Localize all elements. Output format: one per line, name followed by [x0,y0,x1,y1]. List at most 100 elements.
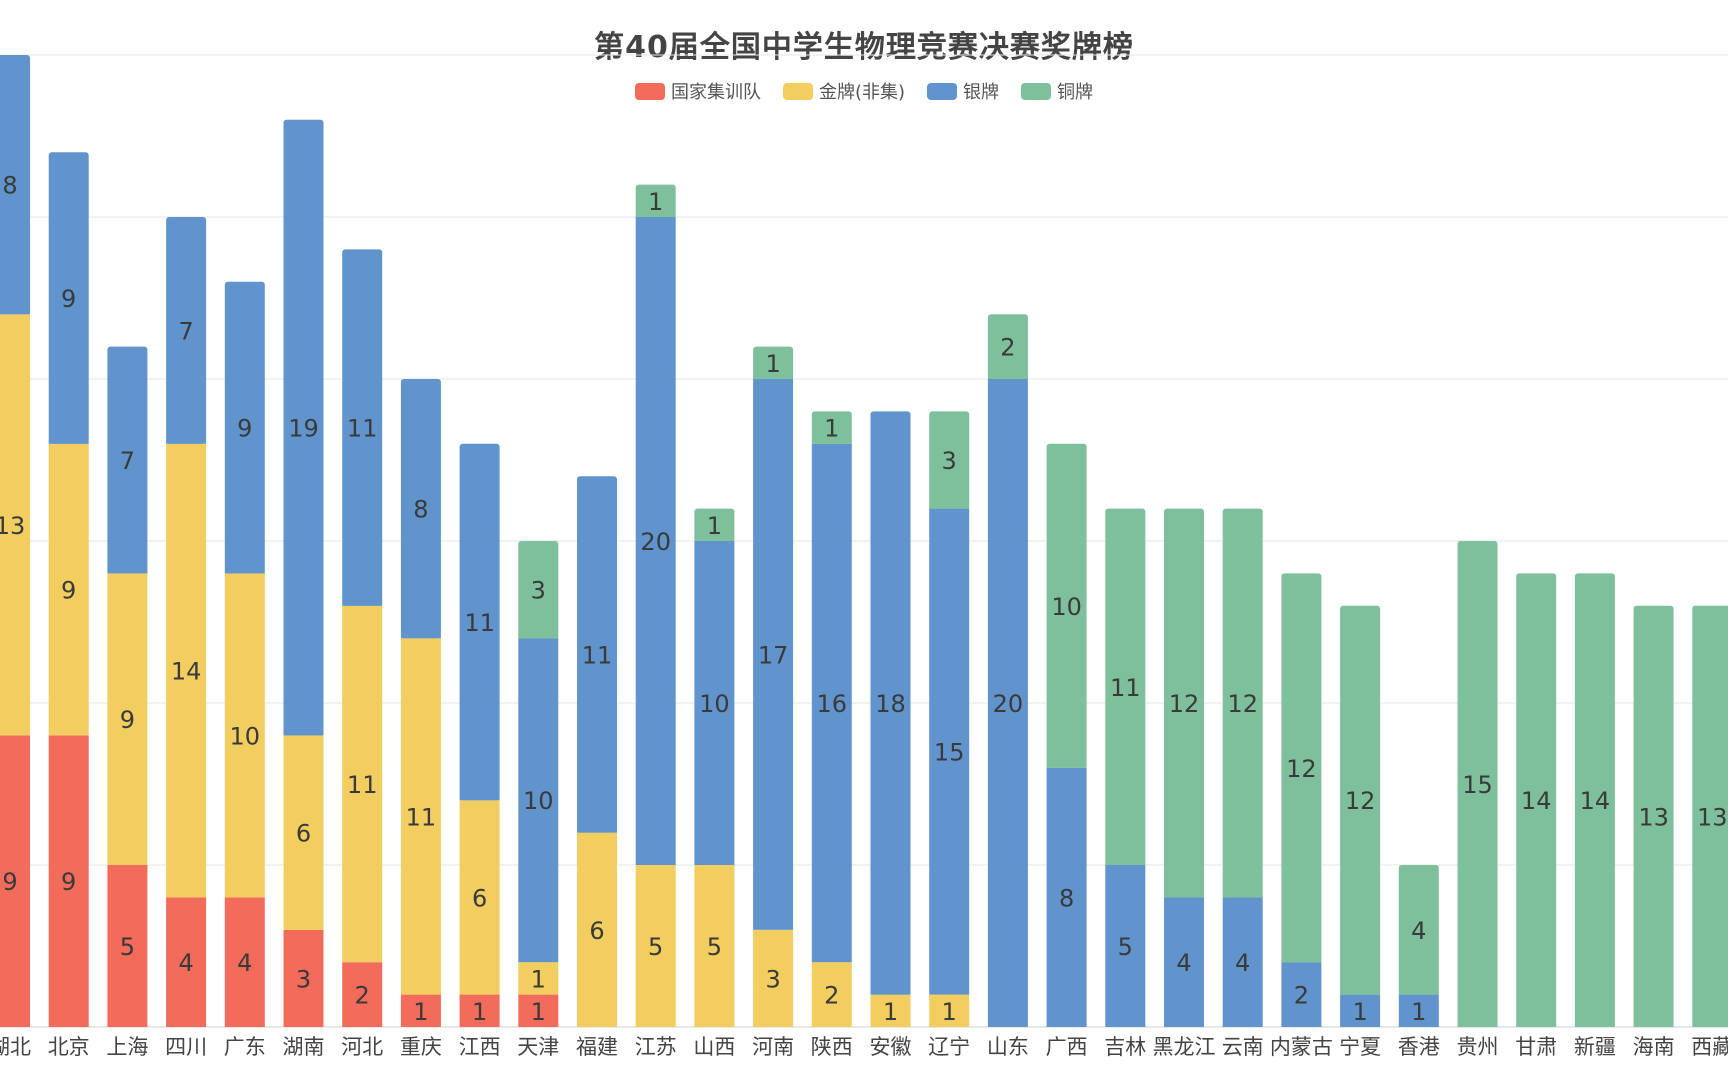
bar-segment[interactable] [107,573,148,865]
bar-segment[interactable] [1398,865,1439,995]
data-label: 8 [413,496,428,524]
bar-segment-base [635,214,676,217]
bar-segment[interactable] [1457,541,1498,1027]
bar-segment[interactable] [753,346,794,379]
bar-segment[interactable] [224,281,265,574]
bar-segment[interactable] [635,184,676,217]
bar-segment[interactable] [987,314,1028,379]
bar-segment[interactable] [694,508,735,541]
bar-segment[interactable] [1164,897,1204,1027]
bar-segment[interactable] [48,152,89,444]
data-label: 5 [1118,933,1133,961]
bar-segment[interactable] [400,638,441,995]
bar-segment[interactable] [283,929,324,1027]
bar-segment[interactable] [929,994,970,1027]
bar-segment[interactable] [0,55,30,315]
bar-segment[interactable] [694,541,735,865]
bar-segment[interactable] [1105,508,1146,865]
bar-segment[interactable] [1105,865,1146,1027]
category-tick-label: 江西 [459,1035,501,1059]
bar-segment[interactable] [342,605,383,963]
bar-segment[interactable] [1281,573,1322,963]
bar-segment[interactable] [1164,508,1204,898]
bar-segment[interactable] [459,443,500,801]
bar-segment[interactable] [400,379,441,639]
legend-item-silver[interactable]: 银牌 [927,78,999,104]
category-tick-label: 广东 [224,1035,266,1059]
bar-segment[interactable] [518,994,559,1027]
legend-item-gold[interactable]: 金牌(非集) [782,78,905,104]
bar-segment[interactable] [577,476,617,833]
bar-segment[interactable] [518,541,559,639]
data-label: 1 [1352,998,1367,1026]
bar-segment[interactable] [342,962,383,1027]
bar-segment[interactable] [0,314,30,736]
bar-segment[interactable] [459,800,500,995]
bar-segment[interactable] [107,865,148,1027]
bar-segment[interactable] [1398,994,1439,1027]
category-tick-label: 天津 [517,1035,559,1059]
bar-segment-base [518,635,559,639]
bar-segment[interactable] [342,249,383,606]
bar-segment[interactable] [1574,573,1615,1027]
bar-segment[interactable] [987,379,1028,1027]
bar-segment[interactable] [1340,605,1381,995]
bar-segment[interactable] [400,994,441,1027]
bar-segment[interactable] [753,379,794,930]
bar-segment[interactable] [811,411,852,444]
bar-segment[interactable] [1222,897,1263,1027]
bar-segment[interactable] [518,962,559,995]
bar-segment[interactable] [635,217,676,865]
data-label: 2 [1000,334,1015,362]
bar-segment[interactable] [1516,573,1557,1027]
legend-item-bronze[interactable]: 铜牌 [1021,78,1093,104]
bar-segment[interactable] [1222,508,1263,898]
bar-segment[interactable] [694,865,735,1027]
bar-segment[interactable] [224,897,265,1027]
bar-segment[interactable] [1340,994,1381,1027]
bar-segment[interactable] [870,411,911,995]
bar-segment[interactable] [929,411,970,509]
bar-segment[interactable] [811,962,852,1027]
category-axis: 湖北北京上海四川广东湖南河北重庆江西天津福建江苏山西河南陕西安徽辽宁山东广西吉林… [0,1035,1728,1059]
bar-segment[interactable] [1046,443,1087,768]
category-tick-label: 西藏 [1691,1035,1728,1059]
data-label: 18 [875,690,906,718]
bar-segment[interactable] [459,994,500,1027]
bar-segment[interactable] [283,735,324,930]
bar-segment[interactable] [518,638,559,963]
data-label: 7 [178,317,193,345]
category-tick-label: 辽宁 [928,1035,970,1059]
bar-segment[interactable] [635,865,676,1027]
legend-item-national-team[interactable]: 国家集训队 [634,78,761,104]
bar-segment[interactable] [107,346,148,574]
bar-segment-base [1574,1024,1615,1027]
bar-segment-base [870,991,911,995]
bar-segment[interactable] [870,994,911,1027]
bar-segment[interactable] [166,443,207,898]
category-tick-label: 山西 [693,1035,735,1059]
bar-segment[interactable] [929,508,970,995]
bar-segment[interactable] [0,735,30,1027]
legend-label-silver: 银牌 [963,82,1000,103]
bar-segment[interactable] [1281,962,1322,1027]
bar-segment[interactable] [166,217,207,444]
bar-segment-base [811,440,852,444]
bar-segment[interactable] [753,929,794,1027]
bar-segment-base [400,635,441,639]
bar-segment[interactable] [1692,605,1728,1027]
bar-segment[interactable] [811,443,852,963]
bar-segment[interactable] [48,735,89,1027]
bar-segment[interactable] [1633,605,1674,1027]
bar-segment[interactable] [48,443,89,736]
data-label: 1 [531,965,546,993]
data-label: 12 [1286,755,1317,783]
bar-segment[interactable] [166,897,207,1027]
bar-segment[interactable] [577,832,617,1027]
data-label: 9 [61,868,76,896]
bar-segment[interactable] [224,573,265,898]
data-label: 10 [1051,593,1082,621]
bar-segment[interactable] [283,119,324,736]
bar-segment[interactable] [1046,767,1087,1027]
data-label: 20 [640,528,671,556]
